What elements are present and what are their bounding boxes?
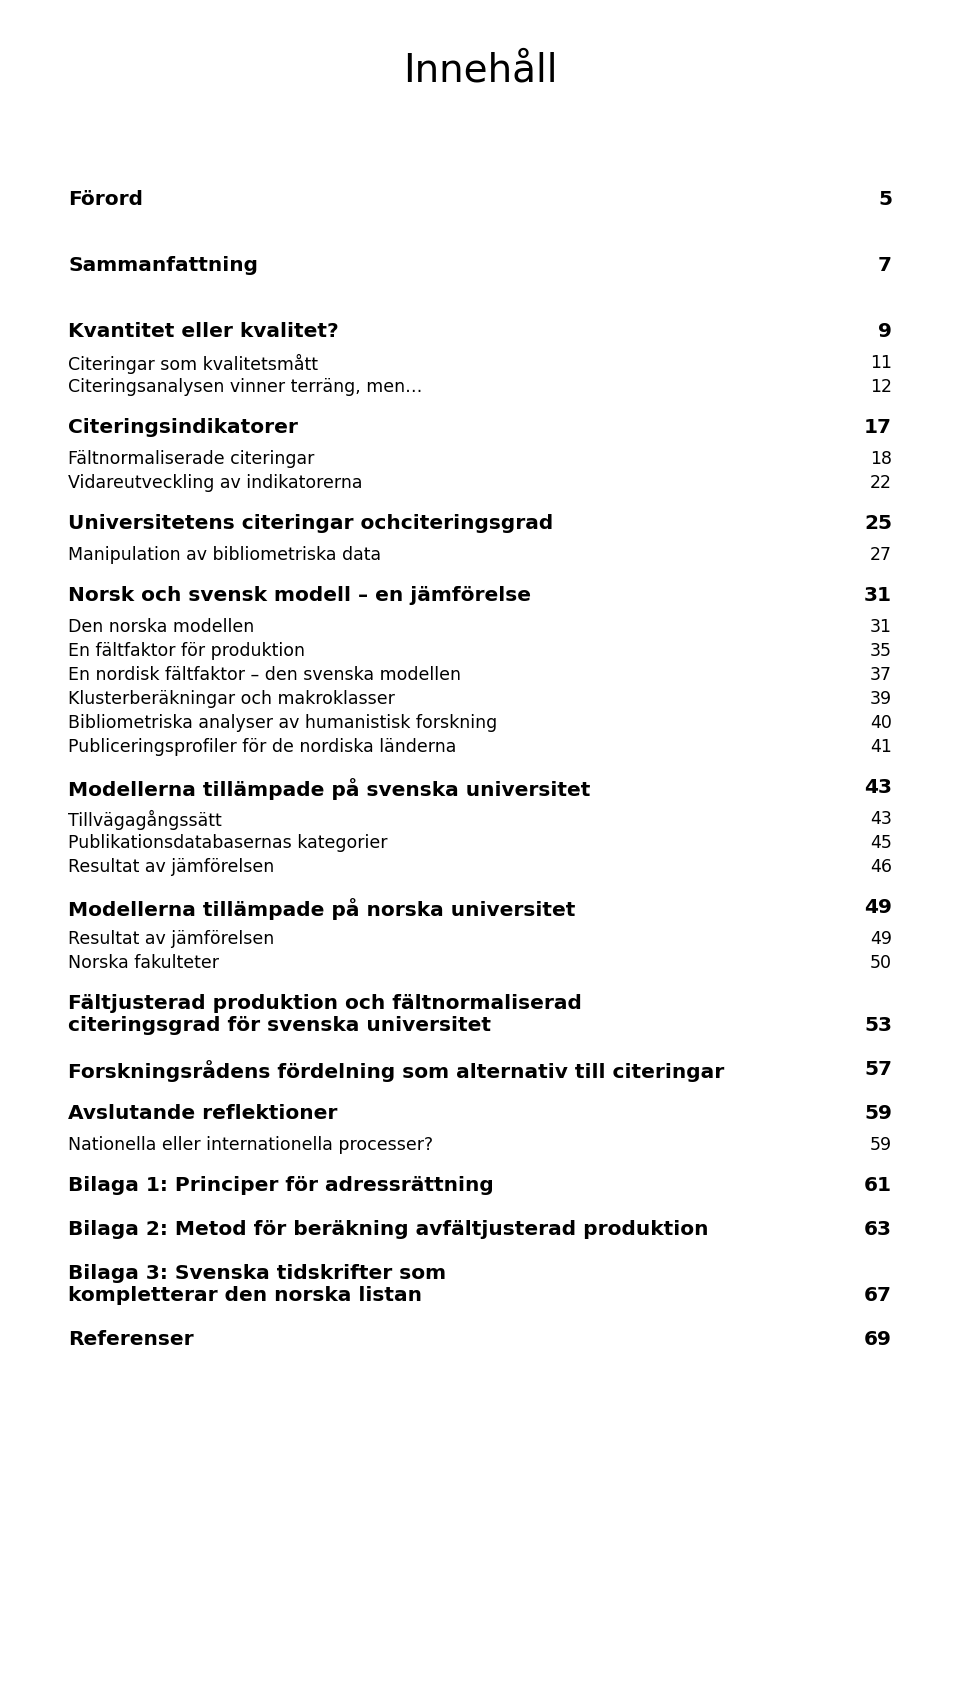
Text: Publikationsdatabasernas kategorier: Publikationsdatabasernas kategorier	[68, 833, 388, 852]
Text: Citeringar som kvalitetsmått: Citeringar som kvalitetsmått	[68, 354, 318, 374]
Text: 27: 27	[870, 545, 892, 564]
Text: Citeringsindikatorer: Citeringsindikatorer	[68, 418, 298, 437]
Text: 25: 25	[864, 513, 892, 534]
Text: 46: 46	[870, 857, 892, 876]
Text: 9: 9	[878, 322, 892, 340]
Text: Norsk och svensk modell – en jämförelse: Norsk och svensk modell – en jämförelse	[68, 586, 531, 605]
Text: 67: 67	[864, 1286, 892, 1304]
Text: 31: 31	[870, 618, 892, 635]
Text: 59: 59	[864, 1104, 892, 1123]
Text: citeringsgrad för svenska universitet: citeringsgrad för svenska universitet	[68, 1016, 491, 1035]
Text: Kvantitet eller kvalitet?: Kvantitet eller kvalitet?	[68, 322, 339, 340]
Text: 40: 40	[870, 713, 892, 732]
Text: 63: 63	[864, 1220, 892, 1238]
Text: Vidareutveckling av indikatorerna: Vidareutveckling av indikatorerna	[68, 474, 363, 491]
Text: 11: 11	[870, 354, 892, 373]
Text: Fältjusterad produktion och fältnormaliserad: Fältjusterad produktion och fältnormalis…	[68, 994, 582, 1013]
Text: 5: 5	[878, 190, 892, 208]
Text: 57: 57	[864, 1060, 892, 1079]
Text: Citeringsanalysen vinner terräng, men…: Citeringsanalysen vinner terräng, men…	[68, 378, 422, 396]
Text: 35: 35	[870, 642, 892, 661]
Text: 41: 41	[870, 739, 892, 756]
Text: kompletterar den norska listan: kompletterar den norska listan	[68, 1286, 422, 1304]
Text: 12: 12	[870, 378, 892, 396]
Text: En fältfaktor för produktion: En fältfaktor för produktion	[68, 642, 305, 661]
Text: Sammanfattning: Sammanfattning	[68, 256, 258, 274]
Text: Den norska modellen: Den norska modellen	[68, 618, 254, 635]
Text: 7: 7	[878, 256, 892, 274]
Text: 18: 18	[870, 451, 892, 468]
Text: Modellerna tillämpade på svenska universitet: Modellerna tillämpade på svenska univers…	[68, 778, 590, 800]
Text: Publiceringsprofiler för de nordiska länderna: Publiceringsprofiler för de nordiska län…	[68, 739, 456, 756]
Text: 50: 50	[870, 954, 892, 972]
Text: 39: 39	[870, 689, 892, 708]
Text: Referenser: Referenser	[68, 1330, 194, 1348]
Text: Tillvägagångssätt: Tillvägagångssätt	[68, 810, 222, 830]
Text: Resultat av jämförelsen: Resultat av jämförelsen	[68, 857, 275, 876]
Text: Norska fakulteter: Norska fakulteter	[68, 954, 219, 972]
Text: Avslutande reflektioner: Avslutande reflektioner	[68, 1104, 337, 1123]
Text: Innehåll: Innehåll	[403, 53, 557, 90]
Text: 69: 69	[864, 1330, 892, 1348]
Text: Modellerna tillämpade på norska universitet: Modellerna tillämpade på norska universi…	[68, 898, 575, 920]
Text: Universitetens citeringar ochciteringsgrad: Universitetens citeringar ochciteringsgr…	[68, 513, 553, 534]
Text: Manipulation av bibliometriska data: Manipulation av bibliometriska data	[68, 545, 381, 564]
Text: Klusterberäkningar och makroklasser: Klusterberäkningar och makroklasser	[68, 689, 395, 708]
Text: 61: 61	[864, 1176, 892, 1194]
Text: Fältnormaliserade citeringar: Fältnormaliserade citeringar	[68, 451, 314, 468]
Text: Nationella eller internationella processer?: Nationella eller internationella process…	[68, 1137, 433, 1154]
Text: Resultat av jämförelsen: Resultat av jämförelsen	[68, 930, 275, 949]
Text: Bilaga 3: Svenska tidskrifter som: Bilaga 3: Svenska tidskrifter som	[68, 1264, 446, 1282]
Text: 45: 45	[870, 833, 892, 852]
Text: 43: 43	[870, 810, 892, 828]
Text: 53: 53	[864, 1016, 892, 1035]
Text: 49: 49	[864, 898, 892, 916]
Text: 49: 49	[870, 930, 892, 949]
Text: Bilaga 1: Principer för adressrättning: Bilaga 1: Principer för adressrättning	[68, 1176, 493, 1194]
Text: Bilaga 2: Metod för beräkning avfältjusterad produktion: Bilaga 2: Metod för beräkning avfältjust…	[68, 1220, 708, 1238]
Text: 22: 22	[870, 474, 892, 491]
Text: Bibliometriska analyser av humanistisk forskning: Bibliometriska analyser av humanistisk f…	[68, 713, 497, 732]
Text: Forskningsrådens fördelning som alternativ till citeringar: Forskningsrådens fördelning som alternat…	[68, 1060, 724, 1082]
Text: Förord: Förord	[68, 190, 143, 208]
Text: En nordisk fältfaktor – den svenska modellen: En nordisk fältfaktor – den svenska mode…	[68, 666, 461, 684]
Text: 17: 17	[864, 418, 892, 437]
Text: 31: 31	[864, 586, 892, 605]
Text: 37: 37	[870, 666, 892, 684]
Text: 59: 59	[870, 1137, 892, 1154]
Text: 43: 43	[864, 778, 892, 796]
